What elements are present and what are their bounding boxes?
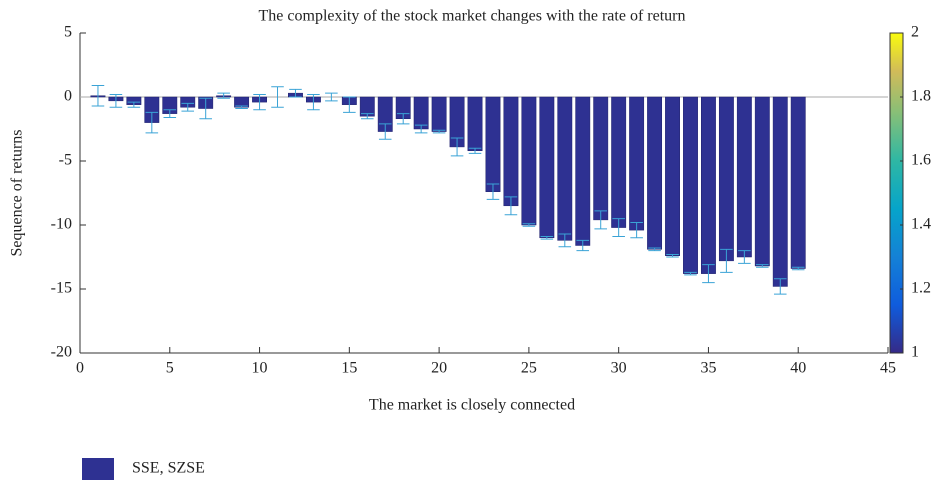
error-bar [648,247,661,252]
bar [413,96,429,130]
colorbar [889,32,904,354]
error-bar [217,92,230,99]
bar [539,96,555,239]
error-bar [378,123,392,140]
error-bar [163,109,177,118]
colorbar-tick-label: 2 [911,24,919,41]
legend-label: SSE, SZSE [132,460,205,477]
error-bar [343,96,356,113]
error-bar [773,278,787,295]
y-tick-label: -15 [51,280,72,297]
bar [485,96,501,192]
bar [593,96,609,221]
bar [665,96,680,256]
error-bar [576,239,590,252]
bar [647,96,663,250]
colorbar-tick-label: 1 [911,344,919,361]
error-bar [756,264,769,268]
error-bar [91,84,105,107]
x-axis-label: The market is closely connected [369,397,575,414]
error-bar [414,124,428,134]
chart-title: The complexity of the stock market chang… [259,8,686,25]
bar [790,96,806,269]
y-tick-label: 5 [64,24,72,41]
error-bar [307,93,320,111]
x-tick-label: 30 [611,360,627,377]
error-bar [791,266,805,271]
error-bar [684,271,697,276]
y-tick-label: 0 [64,88,72,105]
error-bar [235,105,248,110]
y-axis-label: Sequence of returns [9,129,26,256]
bar [629,96,645,231]
x-tick-label: 20 [431,360,447,377]
error-bar [630,221,643,239]
error-bar [289,88,302,98]
colorbar-tick-label: 1.8 [911,88,931,105]
bar [467,96,483,152]
error-bar [486,183,500,200]
error-bar [199,97,212,120]
bar [772,96,788,287]
error-bar [181,102,195,112]
bar [754,96,770,267]
error-bar [361,113,374,120]
y-tick-label: -10 [51,216,72,233]
bar [557,96,573,241]
error-bar [271,86,284,108]
bar [683,96,698,274]
y-tick-label: -20 [51,344,72,361]
bar [611,96,627,228]
error-bar [145,111,159,134]
error-bar [594,210,607,230]
error-bar [540,236,554,240]
colorbar-tick-label: 1.6 [911,152,931,169]
error-bar [558,233,572,248]
bar [736,96,752,258]
colorbar-tick-label: 1.4 [911,216,931,233]
bar [575,96,591,246]
x-tick-label: 40 [790,360,806,377]
y-tick-label: -5 [59,152,72,169]
error-bar [612,218,625,238]
x-tick-label: 25 [521,360,537,377]
bar [521,96,537,226]
x-tick-label: 35 [700,360,716,377]
x-tick-label: 5 [166,360,174,377]
error-bar [504,196,518,216]
error-bar [702,264,715,284]
error-bar [109,93,123,108]
error-bar [450,137,464,157]
bar [718,96,734,262]
bar [503,96,519,207]
x-tick-label: 45 [880,360,896,377]
error-bar [396,113,410,125]
error-bar [522,223,536,227]
error-bar [325,92,338,102]
error-bar [253,93,266,111]
error-bar [468,147,482,154]
error-bar [738,250,751,264]
error-bar [720,248,733,273]
bar [431,96,447,132]
legend-swatch [82,458,114,480]
colorbar-tick-label: 1.2 [911,280,931,297]
bar [701,96,716,274]
error-bar [666,253,679,258]
x-tick-label: 15 [341,360,357,377]
x-tick-label: 0 [76,360,84,377]
x-tick-label: 10 [252,360,268,377]
error-bar [432,129,446,134]
error-bar [127,101,141,108]
